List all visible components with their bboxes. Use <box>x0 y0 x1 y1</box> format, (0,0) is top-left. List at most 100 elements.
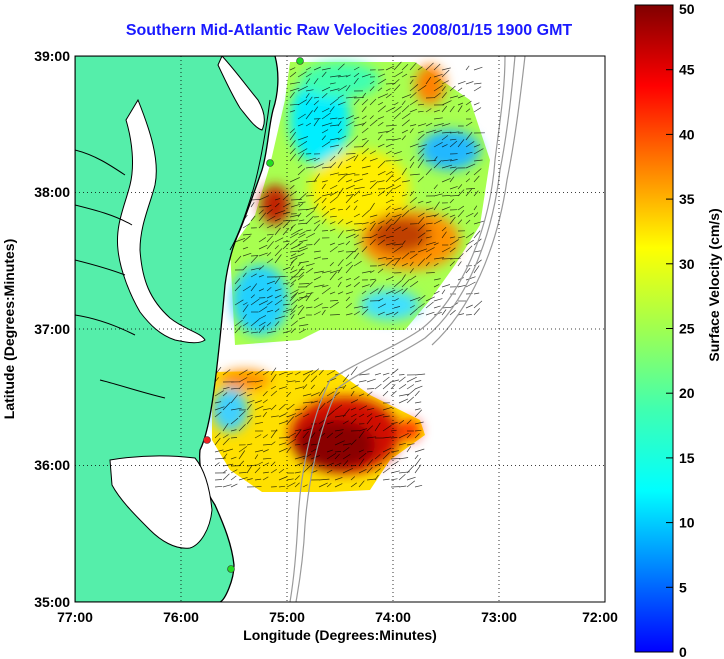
velocity-arrow <box>294 475 300 481</box>
velocity-arrow <box>377 285 385 295</box>
velocity-arrow <box>393 184 402 190</box>
velocity-arrow <box>270 374 277 383</box>
velocity-arrow <box>473 86 482 92</box>
velocity-arrow <box>278 386 288 390</box>
velocity-arrow <box>377 160 386 169</box>
velocity-arrow <box>406 465 415 474</box>
velocity-arrow <box>313 196 322 204</box>
y-tick-label: 38:00 <box>34 184 70 200</box>
velocity-arrow <box>353 223 363 225</box>
velocity-arrow <box>358 449 364 453</box>
velocity-arrow <box>321 284 329 288</box>
velocity-arrow <box>326 482 332 488</box>
velocity-arrow <box>385 289 396 295</box>
velocity-arrow <box>222 438 230 446</box>
velocity-arrow <box>350 390 355 397</box>
velocity-arrow <box>337 187 344 197</box>
velocity-arrow <box>401 262 408 267</box>
velocity-arrow <box>465 281 476 288</box>
velocity-arrow <box>457 219 463 225</box>
velocity-arrow <box>361 173 369 176</box>
velocity-arrow <box>393 207 402 211</box>
velocity-arrow <box>409 173 420 176</box>
velocity-arrow <box>390 458 401 460</box>
velocity-arrow <box>274 203 280 208</box>
velocity-arrow <box>254 415 262 418</box>
velocity-arrow <box>270 469 277 474</box>
velocity-arrow <box>457 184 463 190</box>
velocity-arrow <box>294 444 301 446</box>
velocity-arrow <box>377 298 384 302</box>
velocity-arrow <box>366 407 375 411</box>
y-tick-label: 37:00 <box>34 321 70 337</box>
velocity-arrow <box>246 388 254 390</box>
velocity-arrow <box>329 172 339 176</box>
velocity-arrow <box>297 212 302 218</box>
velocity-arrow <box>246 414 253 418</box>
velocity-arrow <box>385 128 394 134</box>
velocity-arrow <box>425 311 435 316</box>
velocity-arrow <box>342 420 349 425</box>
colorbar-tick-label: 45 <box>679 62 695 78</box>
velocity-arrow <box>334 462 342 467</box>
velocity-arrow <box>358 458 365 467</box>
radar-station-marker <box>203 436 211 444</box>
velocity-arrow <box>302 453 312 460</box>
velocity-arrow <box>305 210 315 218</box>
velocity-arrow <box>238 383 245 390</box>
velocity-arrow <box>465 131 473 141</box>
velocity-arrow <box>305 207 317 211</box>
velocity-arrow <box>414 408 421 411</box>
velocity-arrow <box>310 432 316 439</box>
velocity-arrow <box>473 205 478 211</box>
velocity-arrow <box>222 484 232 488</box>
velocity-arrow <box>465 121 473 127</box>
velocity-arrow <box>266 258 274 264</box>
velocity-arrow <box>433 78 441 85</box>
velocity-arrow <box>361 99 369 106</box>
velocity-arrow <box>326 432 334 439</box>
velocity-arrow <box>473 190 479 197</box>
x-axis-ticks: 77:00 76:00 75:00 74:00 73:00 72:00 <box>57 609 618 625</box>
velocity-arrow <box>457 235 465 239</box>
x-tick-label: 76:00 <box>163 609 199 625</box>
velocity-arrow <box>433 141 443 148</box>
velocity-arrow <box>222 386 230 390</box>
velocity-arrow <box>250 267 261 271</box>
velocity-arrow <box>398 393 409 397</box>
velocity-arrow <box>305 122 311 127</box>
velocity-arrow <box>310 368 320 376</box>
radar-station-marker <box>266 159 274 167</box>
velocity-arrow <box>290 219 299 222</box>
velocity-arrow <box>369 180 376 183</box>
velocity-arrow <box>290 229 300 236</box>
velocity-arrow <box>350 476 356 481</box>
velocity-arrow <box>274 254 282 264</box>
velocity-arrow <box>298 203 304 208</box>
velocity-arrow <box>382 406 393 411</box>
velocity-arrow <box>250 255 259 257</box>
velocity-arrow <box>266 224 274 229</box>
velocity-arrow <box>246 416 253 425</box>
velocity-arrow <box>262 371 269 376</box>
velocity-arrow <box>361 222 369 225</box>
velocity-arrow <box>329 184 338 190</box>
velocity-arrow <box>385 205 391 211</box>
velocity-arrow <box>345 74 351 78</box>
velocity-arrow <box>417 216 425 225</box>
velocity-arrow <box>425 207 434 211</box>
velocity-arrow <box>449 261 455 267</box>
velocity-arrow <box>377 73 386 78</box>
velocity-arrow <box>222 402 231 411</box>
velocity-arrow <box>401 63 409 71</box>
velocity-arrow <box>401 210 410 218</box>
velocity-arrow <box>334 386 344 390</box>
velocity-arrow <box>222 473 230 481</box>
velocity-arrow <box>274 237 284 243</box>
velocity-arrow <box>374 422 381 432</box>
velocity-arrow <box>305 232 315 239</box>
velocity-arrow <box>345 115 354 120</box>
velocity-arrow <box>222 369 231 376</box>
velocity-arrow <box>242 246 249 250</box>
velocity-arrow <box>321 135 326 141</box>
